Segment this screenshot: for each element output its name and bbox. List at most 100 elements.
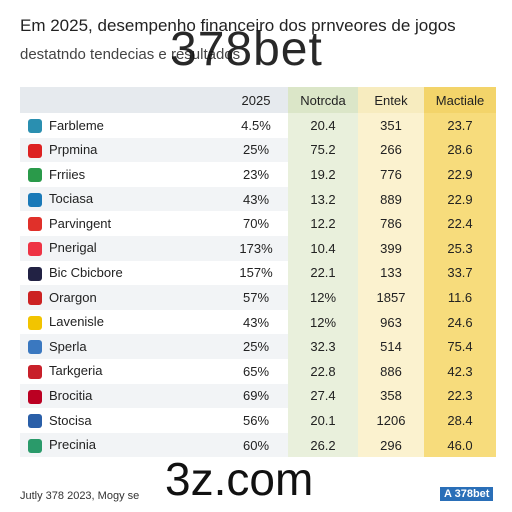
provider-icon [28,217,42,232]
value-cell: 514 [358,334,424,359]
value-cell: 20.1 [288,408,358,433]
value-cell: 25% [224,334,288,359]
provider-cell: Precinia [20,432,224,458]
table-row: Orargon 57% 12% 1857 11.6 [20,285,496,310]
provider-cell: Frriies [20,162,224,187]
table-row: Precinia 60% 26.2 296 46.0 [20,432,496,458]
value-cell: 22.4 [424,211,496,236]
provider-cell: Parvingent [20,211,224,236]
value-cell: 56% [242,412,270,428]
provider-cell: Sperla [20,334,224,359]
table-row: Tarkgeria 65% 22.8 886 42.3 [20,358,496,384]
provider-icon [28,266,42,281]
provider-name: Prpmina [49,142,98,158]
provider-cell: Lavenisle [20,310,224,335]
value-cell: 69% [224,383,288,409]
value-cell: 963 [358,309,424,335]
value-cell: 70% [242,216,270,232]
value-cell: 266 [358,137,424,163]
value-cell: 399 [358,235,424,261]
value-cell: 22.9 [424,186,496,212]
value-cell: 351 [358,113,424,138]
provider-icon [28,438,42,453]
watermark: 3z.com [165,453,314,505]
table-row: Tociasa 43% 13.2 889 22.9 [20,186,496,212]
provider-icon [28,414,42,429]
provider-icon [28,119,42,134]
provider-icon [28,315,42,330]
provider-icon [28,340,42,355]
value-cell: 889 [358,186,424,212]
value-cell: 19.2 [288,162,358,187]
value-cell: 13.2 [288,186,358,212]
value-cell: 26.2 [288,432,358,458]
table-row: Brocitia 69% 27.4 358 22.3 [20,383,496,409]
provider-icon [28,168,42,183]
table-row: Frriies 23% 19.2 776 22.9 [20,162,496,187]
value-cell: 4.5% [241,117,271,133]
provider-name: Frriies [49,166,86,182]
provider-name: Lavenisle [49,314,104,330]
provider-cell: Farbleme [20,113,224,138]
value-cell: 173% [224,235,288,261]
value-cell: 157% [239,265,273,281]
table-row: Pnerigal 173% 10.4 399 25.3 [20,235,496,261]
provider-name: Tociasa [49,191,94,207]
value-cell: 22.8 [288,358,358,384]
provider-name: Stocisa [49,412,92,428]
provider-cell: Orargon [20,285,224,310]
value-cell: 75.2 [288,137,358,163]
provider-icon [28,143,42,158]
provider-icon [28,291,42,306]
provider-cell: Bic Cbicbore [20,261,224,286]
table-row: Sperla 25% 32.3 514 75.4 [20,334,496,359]
provider-icon [28,389,42,404]
value-cell: 20.4 [288,113,358,138]
value-cell: 886 [358,358,424,384]
provider-name: Sperla [49,338,87,354]
value-cell: 1857 [358,285,424,310]
value-cell: 24.6 [424,309,496,335]
provider-name: Parvingent [49,215,112,231]
column-header: 2025 [224,87,288,113]
value-cell: 32.3 [288,334,358,359]
provider-cell: Prpmina [20,137,224,163]
value-cell: 43% [242,314,270,330]
value-cell: 133 [358,260,424,286]
table-row: Stocisa 56% 20.1 1206 28.4 [20,408,496,433]
provider-icon [28,242,42,257]
table-row: Lavenisle 43% 12% 963 24.6 [20,309,496,335]
footer-note: Jutly 378 2023, Mogy se [20,490,140,502]
table-row: Bic Cbicbore 157% 22.1 133 33.7 [20,260,496,286]
value-cell: 10.4 [288,235,358,261]
provider-cell: Brocitia [20,383,224,409]
value-cell: 42.3 [424,358,496,384]
table-row: Prpmina 25% 75.2 266 28.6 [20,137,496,163]
value-cell: 296 [358,432,424,458]
table-row: Farbleme 4.5% 20.4 351 23.7 [20,113,496,138]
value-cell: 65% [242,363,270,379]
value-cell: 33.7 [424,260,496,286]
provider-cell: Stocisa [20,408,224,433]
value-cell: 786 [358,211,424,236]
provider-name: Precinia [49,437,96,453]
value-cell: 12% [288,285,358,310]
value-cell: 12.2 [288,211,358,236]
provider-name: Brocitia [49,388,93,404]
provider-cell: Tociasa [20,186,224,212]
value-cell: 22.3 [424,383,496,409]
value-cell: 25.3 [424,235,496,261]
badge: A 378bet [440,487,494,501]
value-cell: 25% [224,137,288,163]
value-cell: 23% [242,166,270,182]
provider-cell: Pnerigal [20,235,224,261]
column-header: Notrcda [288,87,358,113]
table: 2025 Notrcda Entek Mactiale Farbleme 4.5% 20.4… [20,87,496,458]
value-cell: 27.4 [288,383,358,409]
value-cell: 57% [224,285,288,310]
title: Em 2025, desempenho financeiro dos prnve… [20,16,456,35]
value-cell: 776 [358,162,424,187]
provider-icon [28,192,42,207]
provider-name: Pnerigal [49,240,97,256]
